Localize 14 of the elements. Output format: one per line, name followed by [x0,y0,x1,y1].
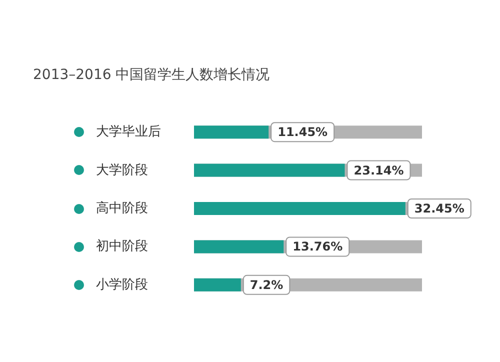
data-label: 13.76% [292,240,343,254]
y-tick-label: 小学阶段 [96,277,148,292]
data-label: 11.45% [278,125,328,140]
data-label: 7.2% [250,278,284,292]
data-label: 32.45% [414,202,464,216]
y-tick-label: 大学阶段 [96,162,148,178]
y-tick-label: 初中阶段 [96,239,148,254]
y-tick-label: 高中阶段 [96,200,148,216]
data-label: 23.14% [354,163,404,178]
bar [194,278,241,292]
y-tick-label: 大学毕业后 [96,124,161,140]
bar [194,126,269,139]
chart-title: 2013–2016 中国留学生人数增长情况 [33,67,270,83]
bar [194,202,406,215]
